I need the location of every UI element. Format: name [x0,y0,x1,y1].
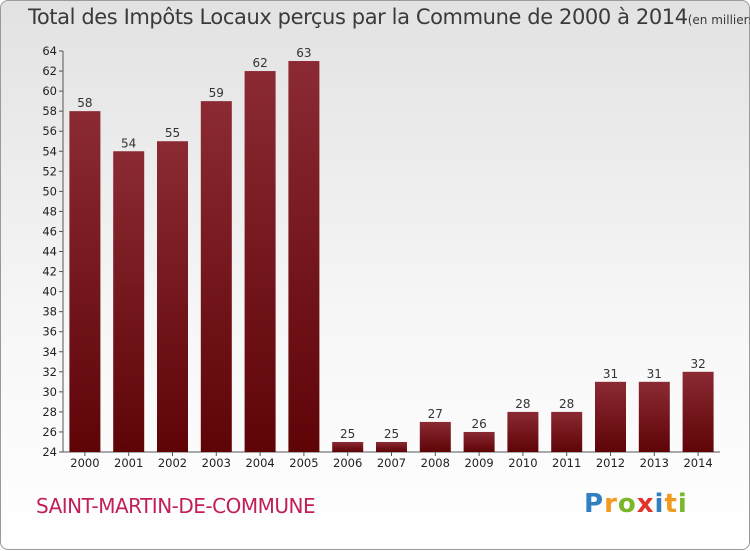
logo-letter: i [677,489,688,519]
bar-value-label: 63 [296,46,311,60]
bar [638,381,670,452]
x-tick-label: 2002 [158,456,187,470]
chart-axes: 24 26 28 30 32 34 36 38 40 42 44 46 48 50 52 54 56 58 60 62… [42,44,720,470]
bar [595,381,626,452]
x-tick-label: 2013 [640,456,669,470]
logo-letter: i [654,489,665,519]
logo-letter: P [584,489,605,519]
bar [419,421,451,452]
bar [463,431,495,452]
bar-value-label: 28 [515,397,530,411]
bar [113,151,145,452]
y-tick-label: 54 [42,144,57,158]
x-tick-label: 2014 [683,456,712,470]
bar [69,111,101,453]
bar [288,61,320,453]
y-tick-label: 60 [42,84,57,98]
logo-letter: t [664,489,678,519]
y-tick-label: 40 [42,285,57,299]
chart-title: Total des Impôts Locaux perçus par la Co… [28,5,750,29]
x-tick-label: 2008 [421,456,450,470]
proxiti-logo[interactable]: Proxiti [584,489,688,519]
bar [200,101,232,452]
x-tick-label: 2004 [245,456,274,470]
bar-value-label: 58 [77,96,92,110]
x-tick-label: 2009 [464,456,493,470]
logo-letter: o [617,489,637,519]
bar-value-label: 28 [559,397,574,411]
bar-value-label: 32 [690,357,705,371]
y-tick-label: 58 [42,104,57,118]
commune-name: SAINT-MARTIN-DE-COMMUNE [36,494,316,518]
bar-value-label: 25 [340,427,355,441]
bar-value-label: 55 [165,126,180,140]
bar [157,141,188,452]
x-tick-label: 2006 [333,456,362,470]
y-tick-label: 50 [42,184,57,198]
bar-value-label: 31 [647,367,662,381]
bar-value-label: 54 [121,136,136,150]
x-tick-label: 2005 [289,456,318,470]
bar-value-label: 31 [603,367,618,381]
y-tick-label: 32 [42,365,57,379]
y-tick-label: 36 [42,325,57,339]
chart-title-unit: (en milliers d'€) [687,13,750,27]
x-tick-label: 2011 [552,456,581,470]
y-tick-label: 30 [42,385,57,399]
bar-value-label: 62 [252,56,267,70]
x-tick-label: 2010 [508,456,537,470]
x-tick-label: 2001 [114,456,143,470]
bar-value-label: 25 [384,427,399,441]
y-tick-label: 52 [42,164,57,178]
y-tick-label: 34 [42,345,57,359]
y-tick-label: 64 [42,44,57,58]
y-tick-label: 56 [42,124,57,138]
chart-bars: 58 54 55 59 62 63 25 25 27 26 28 28 31 31 32 [69,46,714,453]
bar [507,411,539,452]
y-tick-label: 62 [42,64,57,78]
bar [682,371,714,452]
x-tick-label: 2012 [596,456,625,470]
y-tick-label: 42 [42,265,57,279]
y-tick-label: 44 [42,245,57,259]
x-tick-label: 2000 [70,456,99,470]
bar [244,71,276,453]
logo-letter: r [604,489,618,519]
bar [551,411,583,452]
bar-value-label: 26 [471,417,486,431]
bar [376,441,407,452]
bar-value-label: 59 [209,86,224,100]
logo-letter: x [636,489,655,519]
y-tick-label: 48 [42,204,57,218]
y-tick-label: 28 [42,405,57,419]
y-tick-label: 24 [42,445,57,459]
x-tick-label: 2003 [202,456,231,470]
chart-title-text: Total des Impôts Locaux perçus par la Co… [28,5,688,29]
y-tick-label: 26 [42,425,57,439]
y-tick-label: 38 [42,305,57,319]
bar-value-label: 27 [428,407,443,421]
y-tick-label: 46 [42,224,57,238]
x-tick-label: 2007 [377,456,406,470]
bar [332,441,364,452]
